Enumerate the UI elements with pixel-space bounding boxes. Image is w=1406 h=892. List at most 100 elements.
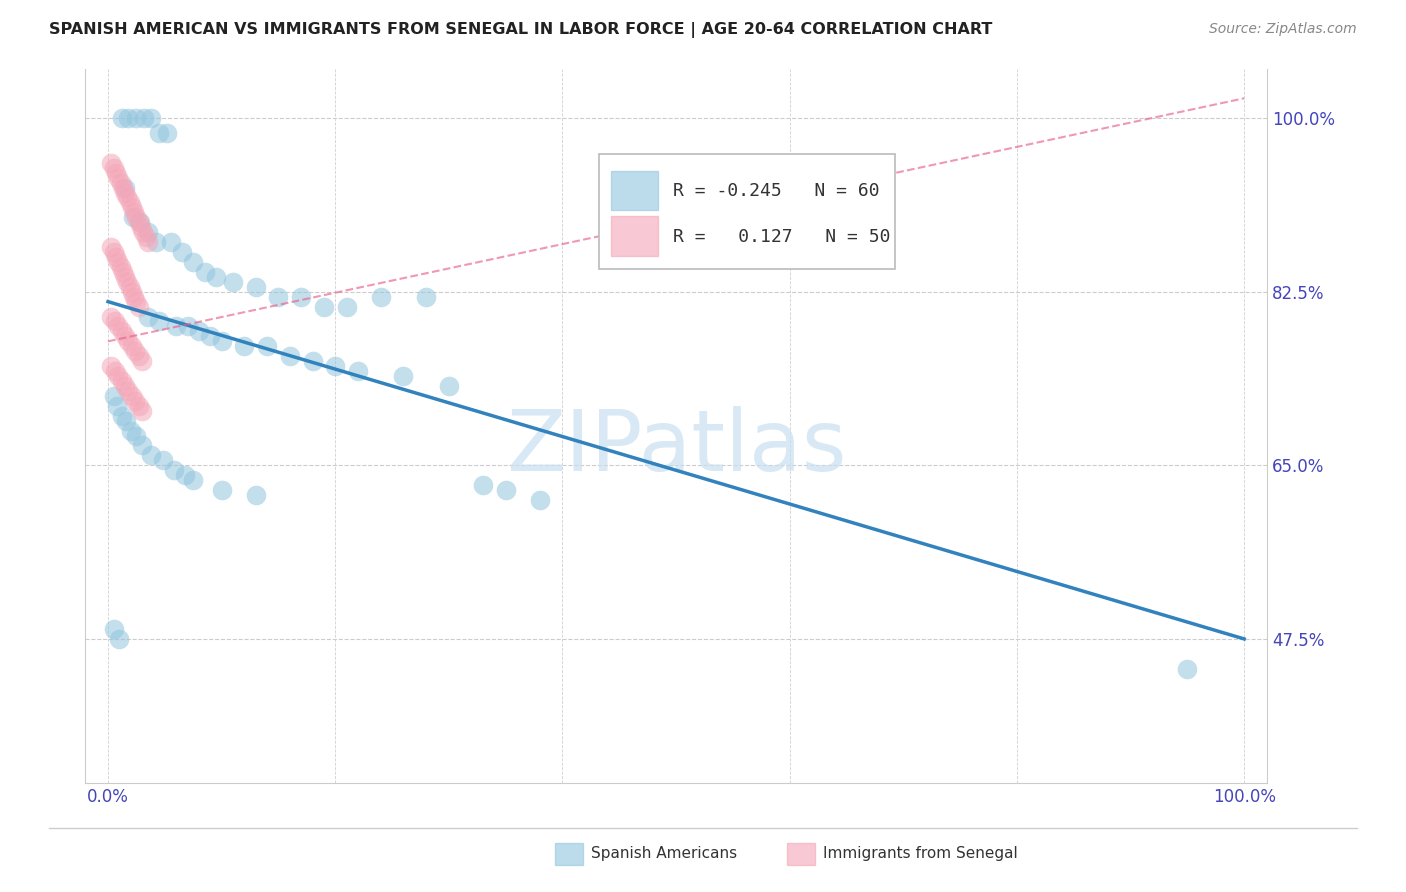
Point bbox=[125, 111, 148, 125]
Point bbox=[181, 473, 204, 487]
Point bbox=[124, 344, 146, 359]
Point bbox=[132, 225, 155, 239]
Point bbox=[141, 449, 163, 463]
Point bbox=[117, 334, 139, 349]
Point bbox=[111, 374, 134, 388]
Point bbox=[125, 211, 148, 225]
Point bbox=[471, 478, 494, 492]
Point bbox=[114, 186, 136, 200]
Point bbox=[437, 379, 460, 393]
Point bbox=[301, 354, 323, 368]
Point bbox=[136, 235, 159, 249]
Point bbox=[134, 230, 156, 244]
Point bbox=[111, 111, 134, 125]
Point bbox=[115, 414, 138, 428]
Point bbox=[104, 250, 127, 264]
Point bbox=[118, 195, 141, 210]
Point bbox=[211, 334, 233, 349]
Point bbox=[121, 201, 143, 215]
Point bbox=[110, 176, 132, 190]
Point bbox=[103, 622, 125, 636]
Text: R = -0.245   N = 60: R = -0.245 N = 60 bbox=[672, 182, 879, 201]
Point bbox=[129, 220, 152, 235]
Point bbox=[1177, 662, 1199, 676]
Point bbox=[100, 155, 122, 169]
Point bbox=[370, 290, 392, 304]
Point bbox=[312, 300, 335, 314]
Text: ZIPatlas: ZIPatlas bbox=[506, 406, 846, 489]
Point bbox=[176, 319, 198, 334]
Point bbox=[347, 364, 370, 378]
Point bbox=[107, 319, 129, 334]
Point bbox=[156, 126, 179, 140]
Point bbox=[117, 275, 139, 289]
Point bbox=[104, 166, 127, 180]
Point bbox=[100, 310, 122, 324]
Point bbox=[245, 488, 267, 502]
Point bbox=[107, 255, 129, 269]
Point bbox=[110, 260, 132, 274]
Point bbox=[100, 359, 122, 373]
Point bbox=[111, 265, 134, 279]
Point bbox=[131, 438, 153, 452]
Point bbox=[128, 349, 150, 363]
Point bbox=[114, 269, 136, 284]
Text: Spanish Americans: Spanish Americans bbox=[591, 847, 737, 861]
Point bbox=[103, 245, 125, 260]
Point bbox=[107, 369, 129, 384]
Point bbox=[103, 389, 125, 403]
Point bbox=[118, 279, 141, 293]
Point bbox=[495, 483, 517, 497]
Point bbox=[245, 279, 267, 293]
Point bbox=[128, 215, 150, 229]
Point bbox=[233, 339, 256, 353]
Point bbox=[121, 389, 143, 403]
Text: SPANISH AMERICAN VS IMMIGRANTS FROM SENEGAL IN LABOR FORCE | AGE 20-64 CORRELATI: SPANISH AMERICAN VS IMMIGRANTS FROM SENE… bbox=[49, 22, 993, 38]
Point bbox=[117, 384, 139, 398]
Point bbox=[104, 314, 127, 328]
Point bbox=[131, 404, 153, 418]
Point bbox=[205, 269, 228, 284]
Point bbox=[105, 399, 128, 413]
Point bbox=[415, 290, 437, 304]
Point bbox=[104, 364, 127, 378]
Point bbox=[134, 111, 156, 125]
Point bbox=[121, 339, 143, 353]
Point bbox=[174, 468, 197, 483]
Point bbox=[100, 240, 122, 254]
Point bbox=[278, 349, 301, 363]
Point bbox=[114, 379, 136, 393]
Point bbox=[392, 369, 415, 384]
Point bbox=[529, 493, 551, 508]
Point bbox=[136, 225, 159, 239]
FancyBboxPatch shape bbox=[599, 154, 894, 268]
Point bbox=[111, 325, 134, 339]
Point bbox=[170, 245, 193, 260]
Point bbox=[114, 180, 136, 194]
Point bbox=[187, 325, 209, 339]
Point bbox=[159, 235, 181, 249]
Point bbox=[222, 275, 245, 289]
Point bbox=[125, 428, 148, 442]
Point bbox=[117, 190, 139, 204]
Point bbox=[336, 300, 359, 314]
Point bbox=[323, 359, 346, 373]
Point bbox=[122, 205, 145, 219]
Point bbox=[107, 170, 129, 185]
Point bbox=[122, 211, 145, 225]
Point bbox=[181, 255, 204, 269]
Point bbox=[145, 235, 167, 249]
Point bbox=[124, 393, 146, 408]
Point bbox=[117, 111, 139, 125]
FancyBboxPatch shape bbox=[612, 217, 658, 256]
Text: Source: ZipAtlas.com: Source: ZipAtlas.com bbox=[1209, 22, 1357, 37]
Point bbox=[256, 339, 278, 353]
Point bbox=[194, 265, 217, 279]
Point bbox=[128, 215, 150, 229]
Point bbox=[290, 290, 312, 304]
Point bbox=[120, 424, 142, 438]
Point bbox=[141, 111, 163, 125]
Point bbox=[128, 300, 150, 314]
Point bbox=[211, 483, 233, 497]
Text: R =   0.127   N = 50: R = 0.127 N = 50 bbox=[672, 228, 890, 246]
